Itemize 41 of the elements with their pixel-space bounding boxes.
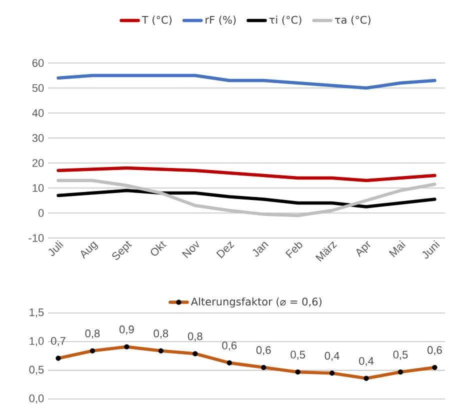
x-tick-label: Apr — [356, 241, 370, 258]
x-tick-label: Juli — [48, 240, 64, 256]
y-tick-label: -10 — [28, 234, 44, 242]
y-tick-label: 0 — [38, 209, 44, 217]
legend-label: Alterungsfaktor (⌀ = 0,6) — [190, 297, 322, 308]
data-label: 0,8 — [85, 330, 100, 339]
data-label: 0,5 — [290, 350, 306, 360]
x-tick-label: Feb — [285, 242, 302, 258]
y-tick-label: 20 — [32, 159, 44, 167]
y-tick-label: 1,0 — [30, 337, 44, 346]
x-tick-label: Jan — [252, 242, 268, 257]
data-label: 0,6 — [428, 346, 442, 356]
legend-label: τa (°C) — [334, 16, 370, 26]
x-tick-label: Mai — [388, 240, 406, 258]
data-label: 0,8 — [154, 330, 168, 339]
legend-label: T (°C) — [142, 16, 172, 26]
y-tick-label: 10 — [32, 184, 44, 192]
legend-label: rF (%) — [206, 16, 236, 26]
data-label: 0,4 — [324, 352, 340, 361]
line-series — [56, 178, 436, 218]
data-label: 0,8 — [188, 332, 202, 342]
x-tick-label: Dez — [216, 241, 234, 258]
y-tick-label: 60 — [32, 59, 44, 67]
x-tick-label: Aug — [80, 241, 98, 259]
y-tick-label: 1,5 — [30, 308, 44, 318]
y-tick-label: 40 — [32, 109, 44, 117]
data-label: 0,4 — [359, 357, 374, 366]
data-label: 0,5 — [393, 350, 408, 360]
legend-label: τi (°C) — [269, 16, 302, 26]
y-tick-label: 0,0 — [29, 394, 44, 404]
x-tick-label: Nov — [182, 240, 199, 258]
y-tick-label: 0,5 — [29, 366, 44, 375]
line-series — [56, 188, 436, 208]
data-label: 0,6 — [222, 342, 237, 351]
data-label: 0,9 — [119, 326, 134, 335]
data-label: 0,7 — [51, 337, 66, 346]
x-tick-label: Okt — [150, 241, 166, 256]
y-tick-label: 30 — [32, 134, 44, 142]
data-label: 0,6 — [256, 346, 271, 356]
line-series — [56, 166, 436, 182]
y-tick-label: 50 — [32, 84, 44, 92]
